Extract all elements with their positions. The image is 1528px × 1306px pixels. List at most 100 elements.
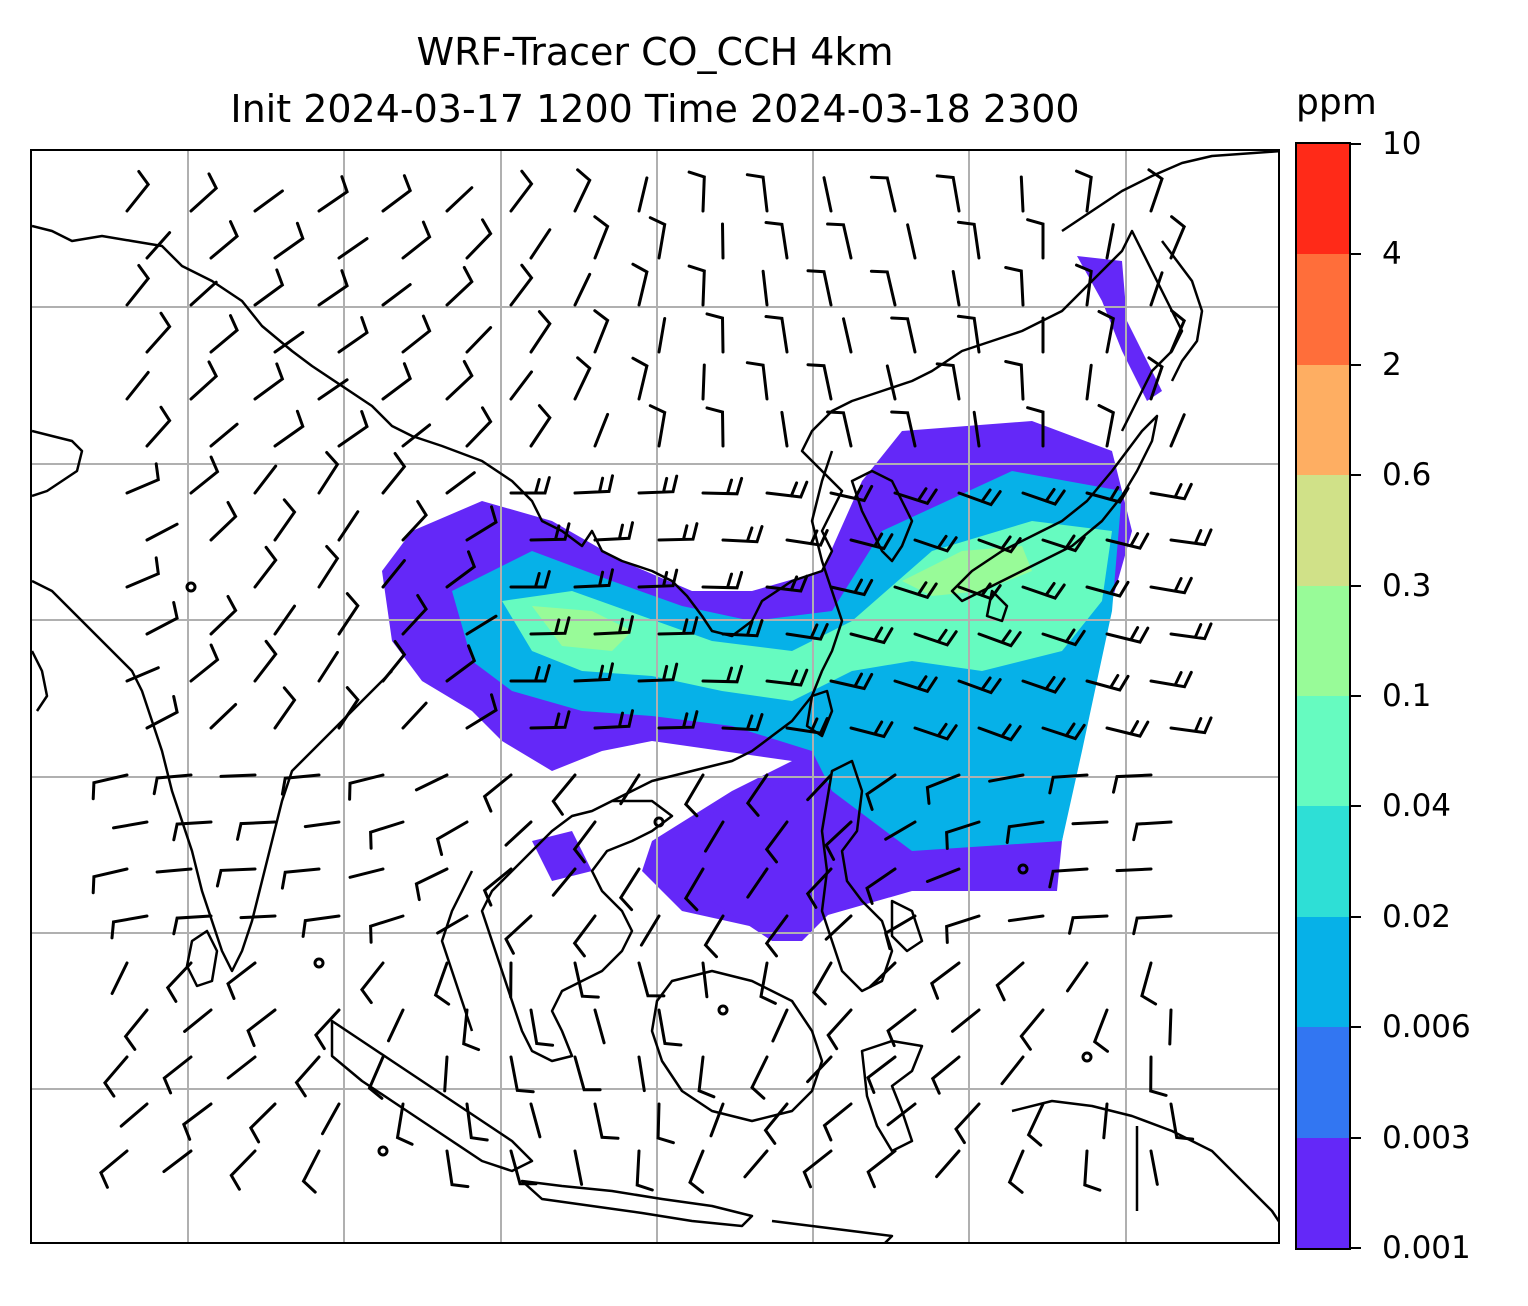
wind-barb: [1004, 360, 1025, 401]
wind-barb: [465, 218, 493, 260]
wind-barb: [745, 361, 769, 401]
coastline-sri-lanka: [185, 929, 219, 988]
calm-wind-marker: [377, 1145, 389, 1157]
wind-barb: [1169, 528, 1213, 547]
wind-barb: [1147, 356, 1164, 401]
wind-barb: [303, 820, 341, 829]
wind-barb: [209, 422, 239, 448]
coastline-japan: [950, 414, 1159, 623]
colorbar-tick: [1351, 1136, 1361, 1139]
colorbar-segment: [1297, 695, 1349, 807]
wind-barb: [721, 713, 764, 732]
wind-barb: [972, 410, 981, 448]
wind-barb: [229, 1149, 257, 1191]
coastline-new-guinea: [1011, 1099, 1278, 1223]
wind-barb: [765, 574, 809, 593]
wind-barb: [637, 176, 649, 213]
wind-barb: [1149, 576, 1193, 595]
wind-barb: [656, 1102, 675, 1145]
wind-barb: [697, 1055, 716, 1099]
wind-barb: [573, 568, 614, 589]
wind-barb: [687, 170, 706, 213]
wind-barb: [593, 309, 610, 354]
wind-barb: [401, 220, 432, 260]
wind-barb: [509, 169, 534, 213]
wind-barb: [657, 1008, 683, 1047]
wind-barb: [1140, 961, 1158, 1006]
wind-barb: [1169, 1102, 1195, 1141]
wind-barb: [462, 1008, 481, 1052]
wind-barb: [631, 356, 649, 401]
wind-barb: [253, 545, 278, 589]
wind-barb: [765, 480, 809, 499]
wind-barb: [1021, 488, 1066, 506]
wind-barb: [618, 867, 641, 912]
colorbar-segment: [1297, 363, 1349, 476]
wind-barb: [317, 650, 339, 683]
wind-barb: [771, 1008, 789, 1043]
wind-barb: [806, 363, 833, 401]
coastline-indochina: [440, 799, 674, 1063]
wind-barb: [110, 961, 129, 995]
wind-barb: [913, 628, 958, 647]
wind-barb: [123, 1008, 149, 1051]
wind-barb: [1004, 266, 1025, 307]
wind-barb: [573, 1055, 602, 1092]
wind-barb: [321, 1102, 341, 1136]
wind-barb: [183, 1008, 213, 1033]
wind-barb: [529, 404, 552, 448]
wind-barb: [504, 820, 533, 847]
wind-barb: [657, 710, 699, 730]
wind-barb: [239, 914, 277, 920]
wind-barb: [273, 221, 305, 260]
wind-barb: [189, 643, 220, 683]
wind-barb: [573, 662, 614, 683]
wind-barb: [1169, 622, 1213, 641]
wind-barb: [951, 270, 961, 307]
wind-barb: [125, 556, 160, 589]
wind-barb: [509, 570, 551, 589]
wind-barb: [761, 269, 769, 307]
wind-barb: [189, 280, 218, 307]
wind-barb: [805, 867, 833, 909]
map-title: WRF-Tracer CO_CCH 4km: [416, 30, 894, 74]
coastline-taiwan: [805, 689, 834, 738]
wind-barb: [883, 914, 917, 951]
wind-barb: [1041, 722, 1086, 741]
wind-barb: [145, 522, 179, 542]
wind-barb: [956, 314, 981, 354]
wind-barb: [750, 1055, 769, 1100]
wind-barb: [1019, 175, 1025, 213]
wind-barb: [759, 961, 777, 1005]
wind-barb: [465, 505, 498, 542]
wind-barb: [1026, 1102, 1045, 1147]
wind-barb: [683, 867, 705, 912]
colorbar-tick: [1351, 363, 1361, 366]
wind-barb: [593, 1102, 620, 1140]
wind-barb: [1112, 773, 1153, 794]
wind-barb: [1115, 867, 1153, 873]
wind-barb: [764, 315, 789, 354]
wind-barb: [1026, 218, 1045, 260]
wind-barb: [743, 1149, 769, 1179]
wind-barb: [1075, 169, 1093, 213]
wind-barb: [1169, 309, 1187, 354]
wind-barb: [445, 644, 477, 683]
wind-barb: [529, 228, 552, 260]
wind-barb: [701, 363, 706, 401]
wind-barb: [869, 961, 897, 989]
wind-barb: [414, 773, 449, 792]
colorbar-tick-label: 0.04: [1382, 788, 1452, 825]
wind-barb: [435, 820, 469, 856]
wind-barb: [1132, 820, 1173, 842]
wind-barb: [657, 317, 667, 354]
wind-barb: [1021, 582, 1066, 600]
wind-barb: [529, 310, 552, 354]
wind-barb: [935, 174, 961, 213]
wind-barb: [893, 675, 938, 694]
wind-barb: [280, 773, 321, 796]
wind-barb: [387, 1008, 405, 1043]
wind-barb: [785, 529, 829, 547]
wind-barb: [957, 488, 1002, 507]
wind-barb: [414, 867, 449, 902]
